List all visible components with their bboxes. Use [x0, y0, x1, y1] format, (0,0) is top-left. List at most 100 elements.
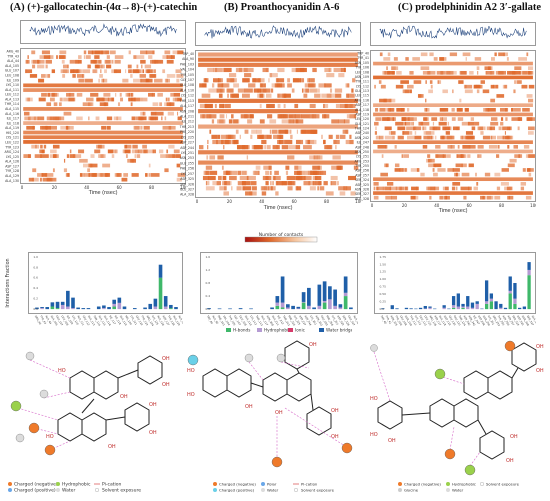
heatmap-cell [229, 175, 237, 181]
water-node [276, 353, 286, 363]
heatmap-cell [52, 168, 55, 173]
heatmap-cell [310, 114, 315, 119]
heatmap-cell [274, 175, 281, 181]
heatmap-cell [503, 52, 508, 57]
heatmap-cell [278, 139, 281, 145]
bar-segment-wb [390, 305, 394, 310]
heatmap-cell [474, 121, 480, 126]
heatmap-cell [264, 83, 266, 88]
heatmap-cell [425, 80, 427, 84]
heatmap-cell [465, 131, 474, 135]
residue-label: ILE_117 [7, 117, 19, 121]
residue-label: ALA_44 [7, 59, 19, 63]
heatmap-cell [32, 64, 36, 69]
heatmap-row [23, 107, 183, 111]
heatmap-cell [145, 78, 149, 83]
bar-residue-label: SER_327 [526, 315, 535, 327]
heatmap-cell [59, 97, 63, 102]
residue-label: THR_124 [354, 127, 369, 131]
bar-residue-label: SER_326 [342, 315, 351, 327]
heatmap-cell [321, 93, 328, 98]
heatmap-cell [276, 83, 285, 88]
heatmap-cell [120, 97, 124, 102]
heatmap-cell [32, 177, 39, 182]
heatmap-cell [425, 98, 427, 103]
bar-residue-label: ASP_244 [304, 315, 313, 327]
bar-residue-label: PHE_220 [287, 315, 296, 327]
bar-ytick: 1.75 [380, 255, 387, 259]
heatmap-cell [88, 116, 90, 121]
heatmap-cell [60, 125, 66, 130]
bar-segment-wb [217, 308, 222, 310]
bar-segment-hp [451, 305, 456, 308]
heatmap-cell [260, 83, 266, 88]
heatmap-cell [138, 116, 147, 121]
heatmap-cell [58, 102, 62, 107]
bar-residue-label: LEU_108 [399, 315, 408, 327]
heatmap-cell [427, 70, 436, 75]
bar-segment-hb [513, 303, 517, 310]
heatmap-cell [143, 125, 150, 130]
panel-b-bar-x-labels: TRP_40ALA_90PHE_103VAL_104TYR_105GLY_107… [206, 315, 358, 327]
heatmap-cell [130, 74, 133, 78]
heatmap-cell [79, 158, 88, 163]
heatmap-cell [394, 144, 397, 149]
heatmap-cell [461, 163, 467, 168]
heatmap-cell [34, 154, 42, 158]
heatmap-cell [142, 111, 146, 116]
ring-a1 [69, 370, 95, 400]
water-node [25, 351, 35, 361]
heatmap-cell [49, 154, 57, 158]
bar-segment-wb [349, 307, 353, 310]
heatmap-cell [24, 116, 31, 121]
heatmap-cell [522, 107, 530, 112]
water-node [370, 344, 378, 352]
heatmap-cell [327, 93, 332, 98]
heatmap-cell [167, 111, 174, 116]
heatmap-row [23, 88, 183, 92]
heatmap-cell [304, 170, 312, 175]
heatmap-cell [483, 107, 487, 112]
heatmap-cell [401, 154, 403, 158]
bar-segment-wb [423, 305, 427, 309]
svg-text:Glycine: Glycine [404, 488, 419, 493]
heatmap-cell [223, 191, 229, 196]
heatmap-cell [420, 52, 428, 57]
residue-label: LYS_251 [356, 155, 369, 159]
residue-label: LYS_121 [6, 136, 19, 140]
heatmap-cell [433, 163, 442, 168]
heatmap-cell [135, 149, 143, 154]
heatmap-cell [503, 135, 505, 140]
heatmap-cell [25, 69, 27, 74]
bar-residue-label: PHE_103 [217, 315, 226, 327]
heatmap-cell [386, 66, 388, 70]
heatmap-cell [346, 114, 355, 119]
heatmap-cell [383, 57, 391, 61]
heatmap-cell [147, 149, 154, 154]
bar-residue-label: ILE_117 [108, 315, 117, 326]
panel-c-ligand-interaction-diagram: HO HO OH OH OH OH OH Charged (negative) Hydr… [370, 340, 544, 493]
heatmap-cell [241, 170, 247, 175]
heatmap-cell [391, 131, 396, 135]
bar-residue-label: ALA_126 [156, 315, 165, 327]
heatmap-cell [228, 119, 233, 124]
heatmap-cell [280, 114, 289, 119]
heatmap-cell [318, 83, 326, 88]
heatmap-cell [269, 73, 278, 78]
heatmap-cell [326, 73, 335, 78]
panel-b-ligand-interaction-diagram: HO HO OH OH OH OH OH Charged (negative) Char… [187, 340, 353, 493]
heatmap-cell [401, 117, 410, 121]
heatmap-row [23, 121, 183, 125]
heatmap-cell [148, 163, 151, 168]
bar-segment-wb [122, 306, 127, 310]
heatmap-row [198, 124, 358, 129]
heatmap-cell [252, 78, 261, 83]
bar-segment-hp [461, 306, 465, 308]
heatmap-cell [281, 145, 289, 150]
heatmap-cell [490, 135, 493, 140]
heatmap-cell [488, 144, 498, 149]
bar-residue-label: LYS_251 [309, 315, 318, 326]
heatmap-cell [72, 74, 76, 78]
bar-segment-wb [45, 307, 50, 310]
heatmap-cell [490, 84, 495, 89]
